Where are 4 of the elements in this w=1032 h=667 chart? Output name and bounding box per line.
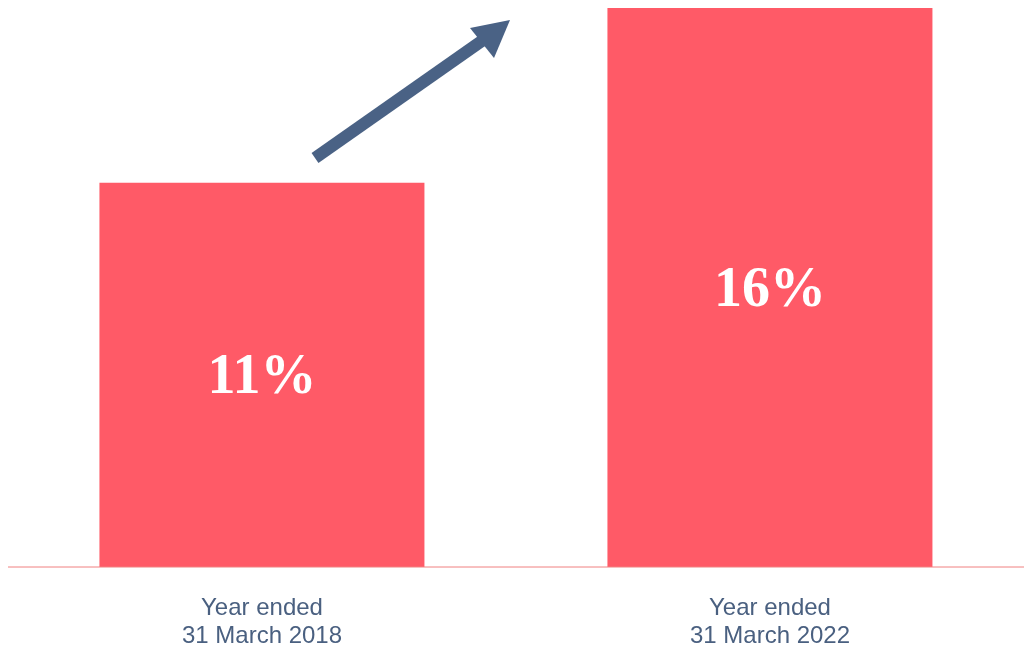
x-tick-label: Year ended 31 March 2022 (689, 593, 851, 648)
data-label: 11% (207, 342, 317, 405)
x-tick-label: Year ended 31 March 2018 (181, 593, 343, 648)
data-label: 16% (713, 255, 826, 318)
